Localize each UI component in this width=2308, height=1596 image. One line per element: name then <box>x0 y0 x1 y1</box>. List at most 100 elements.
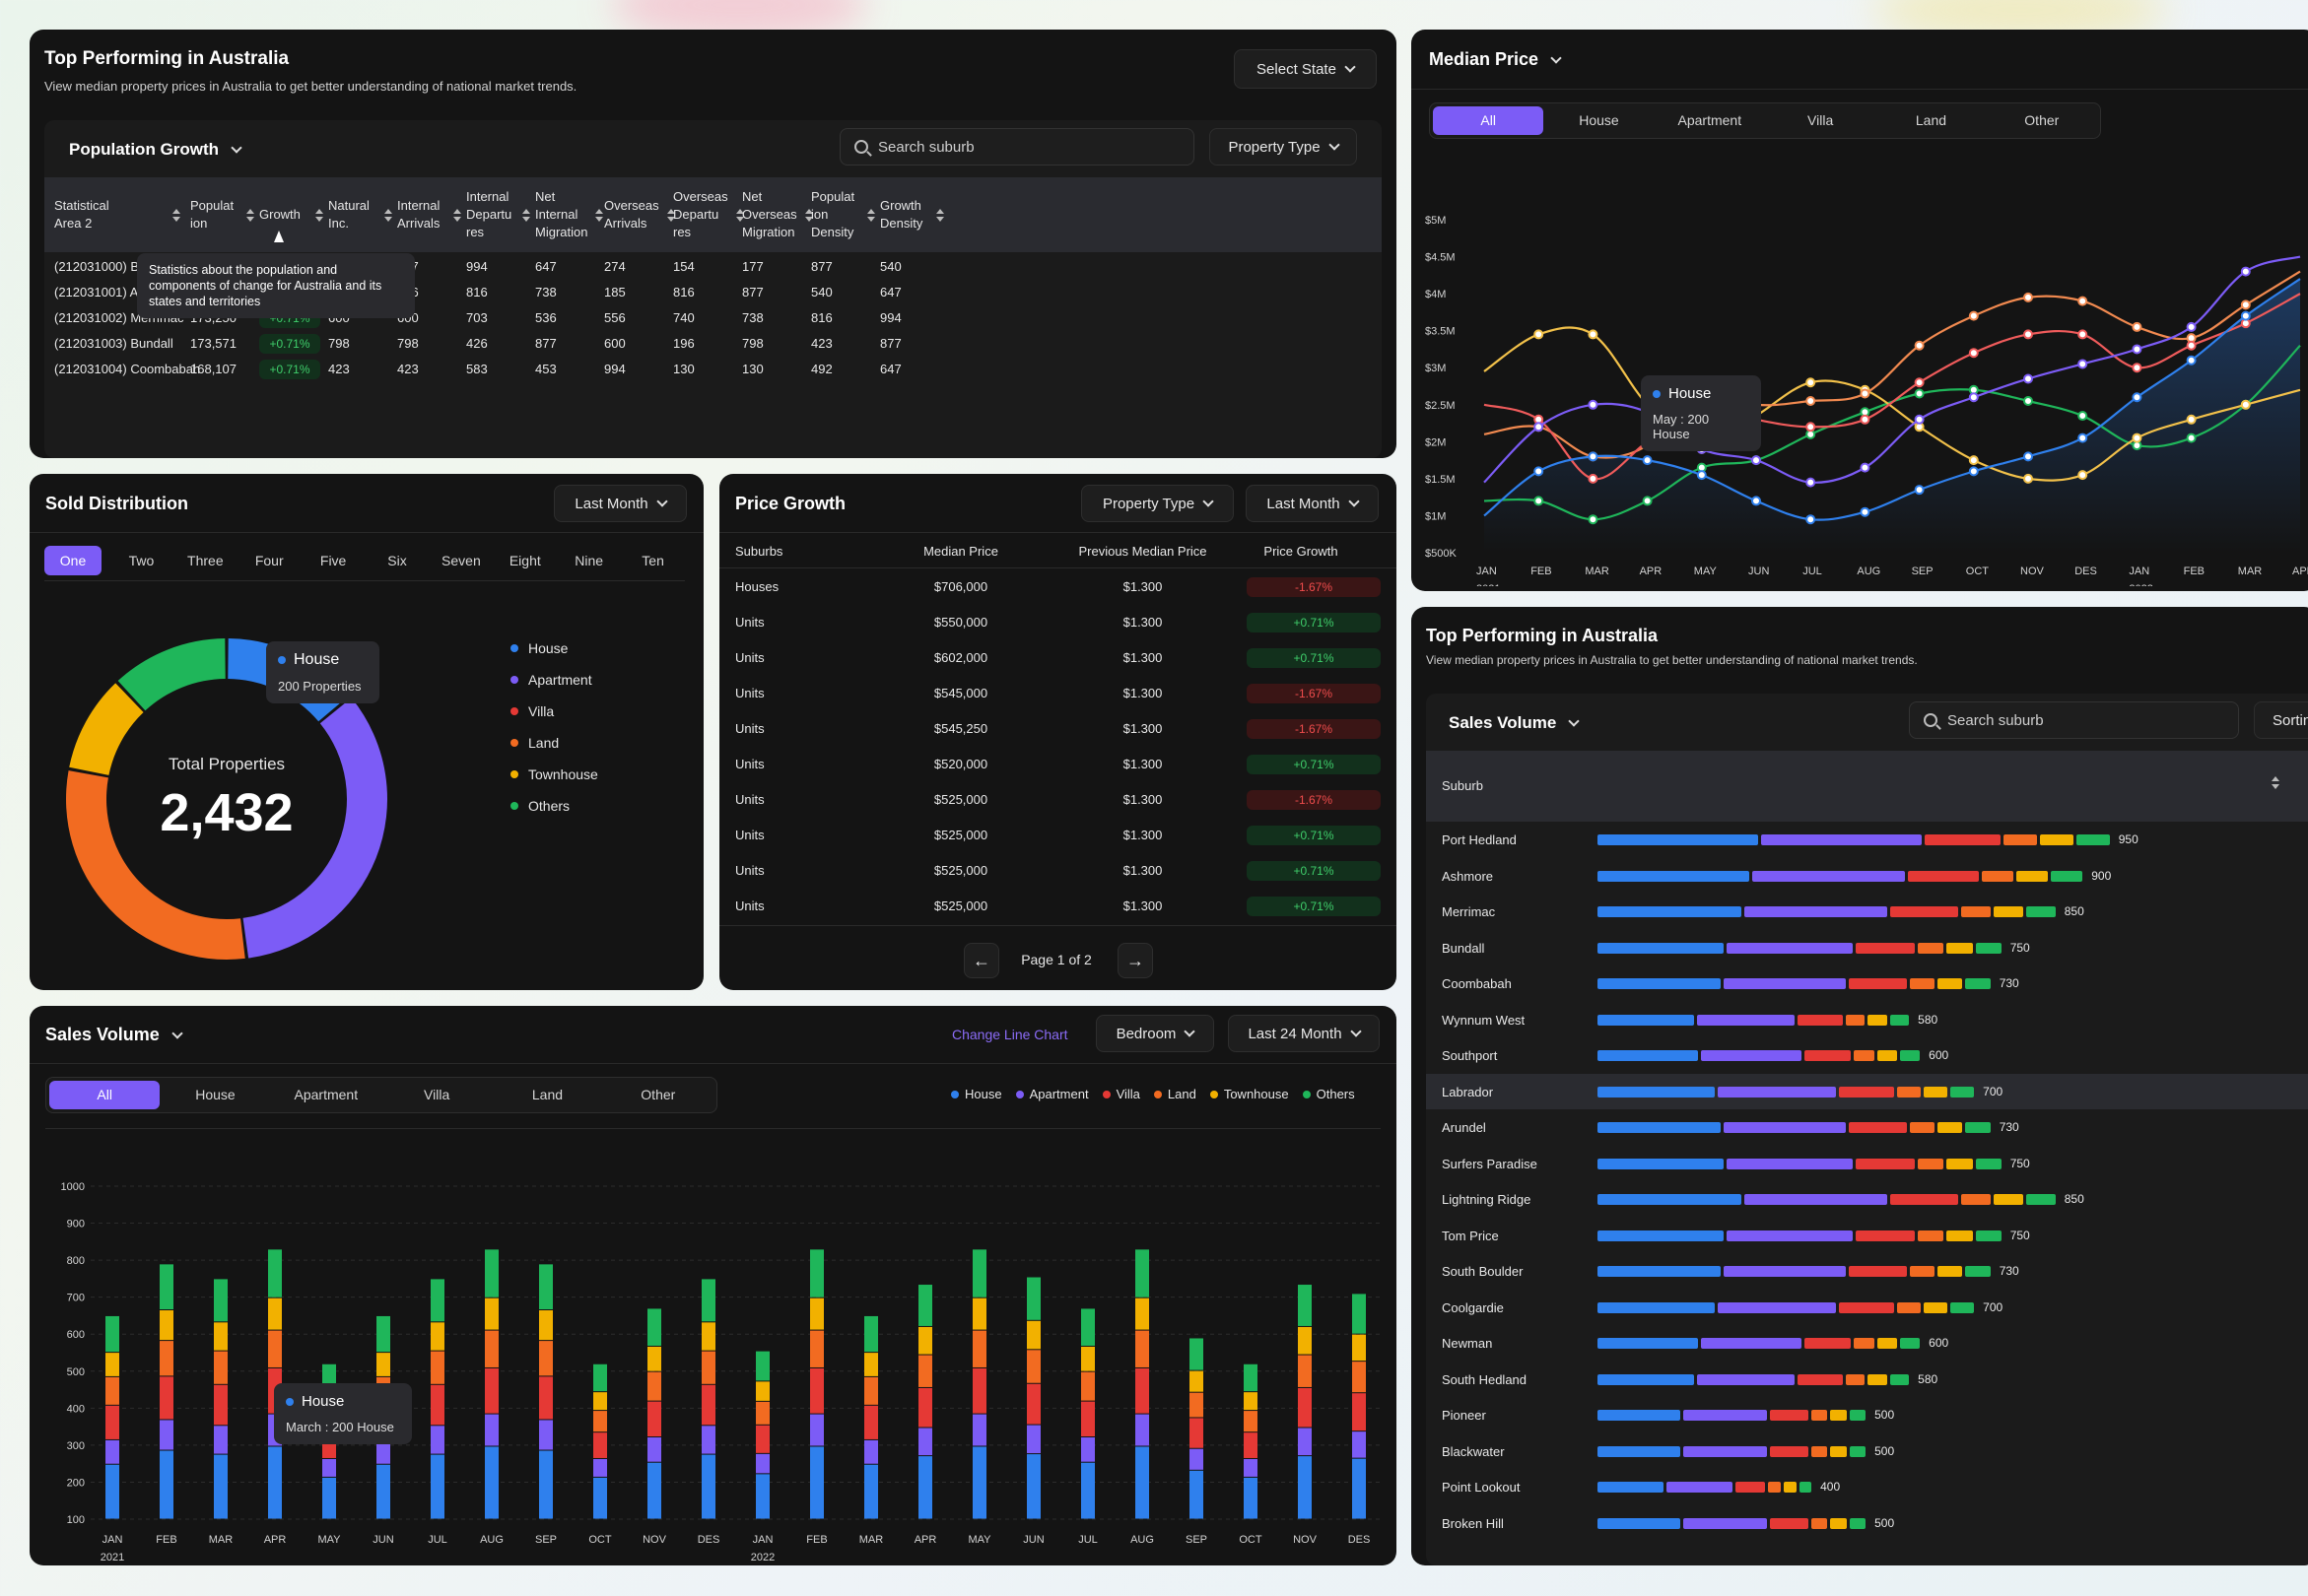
bar-segment-villa[interactable] <box>1135 1367 1149 1414</box>
suburb-row[interactable]: Ashmore 900 <box>1426 858 2308 894</box>
suburb-row[interactable]: Surfers Paradise 750 <box>1426 1146 2308 1181</box>
tab-all[interactable]: All <box>49 1081 161 1109</box>
data-point[interactable] <box>2132 344 2142 355</box>
tab-ten[interactable]: Ten <box>642 553 664 568</box>
bar-segment-townhouse[interactable] <box>376 1353 390 1376</box>
bar-segment-land[interactable] <box>1027 1350 1041 1383</box>
bar-segment-house[interactable] <box>1081 1462 1095 1519</box>
data-point[interactable] <box>2077 329 2088 340</box>
bar-segment-others[interactable] <box>756 1351 770 1381</box>
bar-segment-land[interactable] <box>918 1355 932 1387</box>
bar-segment-apartment[interactable] <box>214 1426 228 1454</box>
table-row[interactable]: (212031003) Bundall 173,571 +0.71% 798 798 42… <box>44 330 1382 356</box>
data-point[interactable] <box>1860 414 1870 425</box>
donut-slice-apartment[interactable] <box>242 698 387 959</box>
column-header[interactable]: Natural Inc. <box>328 177 392 252</box>
bar-segment-townhouse[interactable] <box>864 1353 878 1376</box>
suburb-row[interactable]: Port Hedland 950 <box>1426 822 2308 857</box>
bar-segment-townhouse[interactable] <box>539 1310 553 1341</box>
bar-segment-townhouse[interactable] <box>485 1297 499 1330</box>
sales-volume-dropdown[interactable]: Sales Volume <box>1449 713 1580 733</box>
data-point[interactable] <box>1860 506 1870 517</box>
tab-house[interactable]: House <box>195 1087 236 1102</box>
data-point[interactable] <box>2186 340 2197 351</box>
bar-segment-land[interactable] <box>864 1376 878 1405</box>
tab-eight[interactable]: Eight <box>509 553 541 568</box>
suburb-row[interactable]: Newman 600 <box>1426 1325 2308 1361</box>
data-point[interactable] <box>2077 296 2088 306</box>
bar-segment-house[interactable] <box>1135 1446 1149 1519</box>
bar-segment-townhouse[interactable] <box>756 1381 770 1401</box>
data-point[interactable] <box>2186 432 2197 443</box>
bar-segment-land[interactable] <box>160 1341 173 1376</box>
bar-segment-others[interactable] <box>1189 1338 1203 1370</box>
bar-segment-land[interactable] <box>431 1351 444 1384</box>
bar-segment-others[interactable] <box>864 1315 878 1353</box>
select-state-button[interactable]: Select State <box>1234 49 1377 89</box>
data-point[interactable] <box>1588 473 1598 484</box>
population-growth-dropdown[interactable]: Population Growth <box>69 140 242 160</box>
data-point[interactable] <box>2240 299 2251 310</box>
data-point[interactable] <box>1914 340 1925 351</box>
tab-apartment[interactable]: Apartment <box>1677 112 1742 128</box>
data-point[interactable] <box>1588 514 1598 525</box>
bar-segment-villa[interactable] <box>539 1376 553 1420</box>
data-point[interactable] <box>1696 470 1707 481</box>
data-point[interactable] <box>1914 377 1925 388</box>
data-point[interactable] <box>1588 329 1598 340</box>
data-point[interactable] <box>1588 451 1598 462</box>
suburb-row[interactable]: Labrador 700 <box>1426 1073 2308 1109</box>
suburb-row[interactable]: Pioneer 500 <box>1426 1397 2308 1432</box>
bar-segment-villa[interactable] <box>1352 1393 1366 1431</box>
suburb-row[interactable]: Point Lookout 400 <box>1426 1469 2308 1504</box>
bar-segment-others[interactable] <box>1352 1294 1366 1334</box>
bar-segment-land[interactable] <box>647 1371 661 1401</box>
data-point[interactable] <box>1805 377 1816 388</box>
bar-segment-villa[interactable] <box>1189 1418 1203 1448</box>
bedroom-button[interactable]: Bedroom <box>1096 1015 1214 1052</box>
table-row[interactable]: Units $545,000 $1.300 -1.67% <box>719 676 1396 711</box>
bar-segment-townhouse[interactable] <box>1135 1297 1149 1330</box>
column-header[interactable]: Previous Median Price <box>1078 544 1207 559</box>
sales-volume-dropdown[interactable]: Sales Volume <box>45 1025 183 1045</box>
data-point[interactable] <box>2023 292 2033 302</box>
column-header[interactable]: Net Internal Migration <box>535 177 604 252</box>
tab-seven[interactable]: Seven <box>441 553 481 568</box>
bar-segment-others[interactable] <box>810 1249 824 1297</box>
bar-segment-villa[interactable] <box>810 1367 824 1414</box>
data-point[interactable] <box>1968 392 1979 403</box>
tab-four[interactable]: Four <box>254 553 284 568</box>
table-row[interactable]: Units $550,000 $1.300 +0.71% <box>719 605 1396 640</box>
data-point[interactable] <box>1805 422 1816 432</box>
tab-six[interactable]: Six <box>387 553 407 568</box>
data-point[interactable] <box>1588 399 1598 410</box>
bar-segment-land[interactable] <box>1244 1411 1257 1432</box>
bar-segment-house[interactable] <box>105 1464 119 1519</box>
suburb-row[interactable]: Tom Price 750 <box>1426 1218 2308 1253</box>
bar-segment-townhouse[interactable] <box>1244 1392 1257 1411</box>
bar-segment-others[interactable] <box>539 1264 553 1310</box>
bar-segment-house[interactable] <box>160 1450 173 1519</box>
bar-segment-house[interactable] <box>268 1446 282 1519</box>
data-point[interactable] <box>1642 496 1653 506</box>
bar-segment-townhouse[interactable] <box>918 1326 932 1355</box>
bar-segment-house[interactable] <box>322 1477 336 1519</box>
data-point[interactable] <box>1968 310 1979 321</box>
donut-slice-land[interactable] <box>65 770 245 960</box>
data-point[interactable] <box>2077 411 2088 422</box>
data-point[interactable] <box>2132 321 2142 332</box>
bar-segment-land[interactable] <box>1135 1330 1149 1367</box>
bar-segment-house[interactable] <box>1244 1477 1257 1519</box>
bar-segment-others[interactable] <box>485 1249 499 1297</box>
bar-segment-house[interactable] <box>1298 1456 1312 1519</box>
bar-segment-land[interactable] <box>973 1330 986 1367</box>
bar-segment-apartment[interactable] <box>431 1426 444 1454</box>
table-row[interactable]: Houses $706,000 $1.300 -1.67% <box>719 569 1396 605</box>
bar-segment-others[interactable] <box>647 1308 661 1346</box>
tab-three[interactable]: Three <box>187 553 224 568</box>
bar-segment-house[interactable] <box>1027 1454 1041 1519</box>
bar-segment-apartment[interactable] <box>539 1420 553 1450</box>
last-month-button[interactable]: Last Month <box>1246 485 1379 522</box>
data-point[interactable] <box>2240 399 2251 410</box>
bar-segment-others[interactable] <box>593 1363 607 1392</box>
